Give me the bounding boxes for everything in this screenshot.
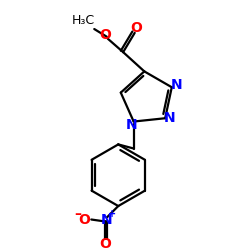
Text: O: O — [131, 21, 142, 35]
Text: H₃C: H₃C — [72, 14, 95, 27]
Text: O: O — [99, 236, 111, 250]
Text: N: N — [164, 111, 176, 125]
Text: +: + — [108, 209, 116, 219]
Text: O: O — [79, 212, 90, 226]
Text: N: N — [171, 78, 182, 92]
Text: N: N — [126, 118, 138, 132]
Text: –: – — [74, 207, 81, 221]
Text: N: N — [101, 212, 112, 226]
Text: O: O — [99, 28, 111, 42]
